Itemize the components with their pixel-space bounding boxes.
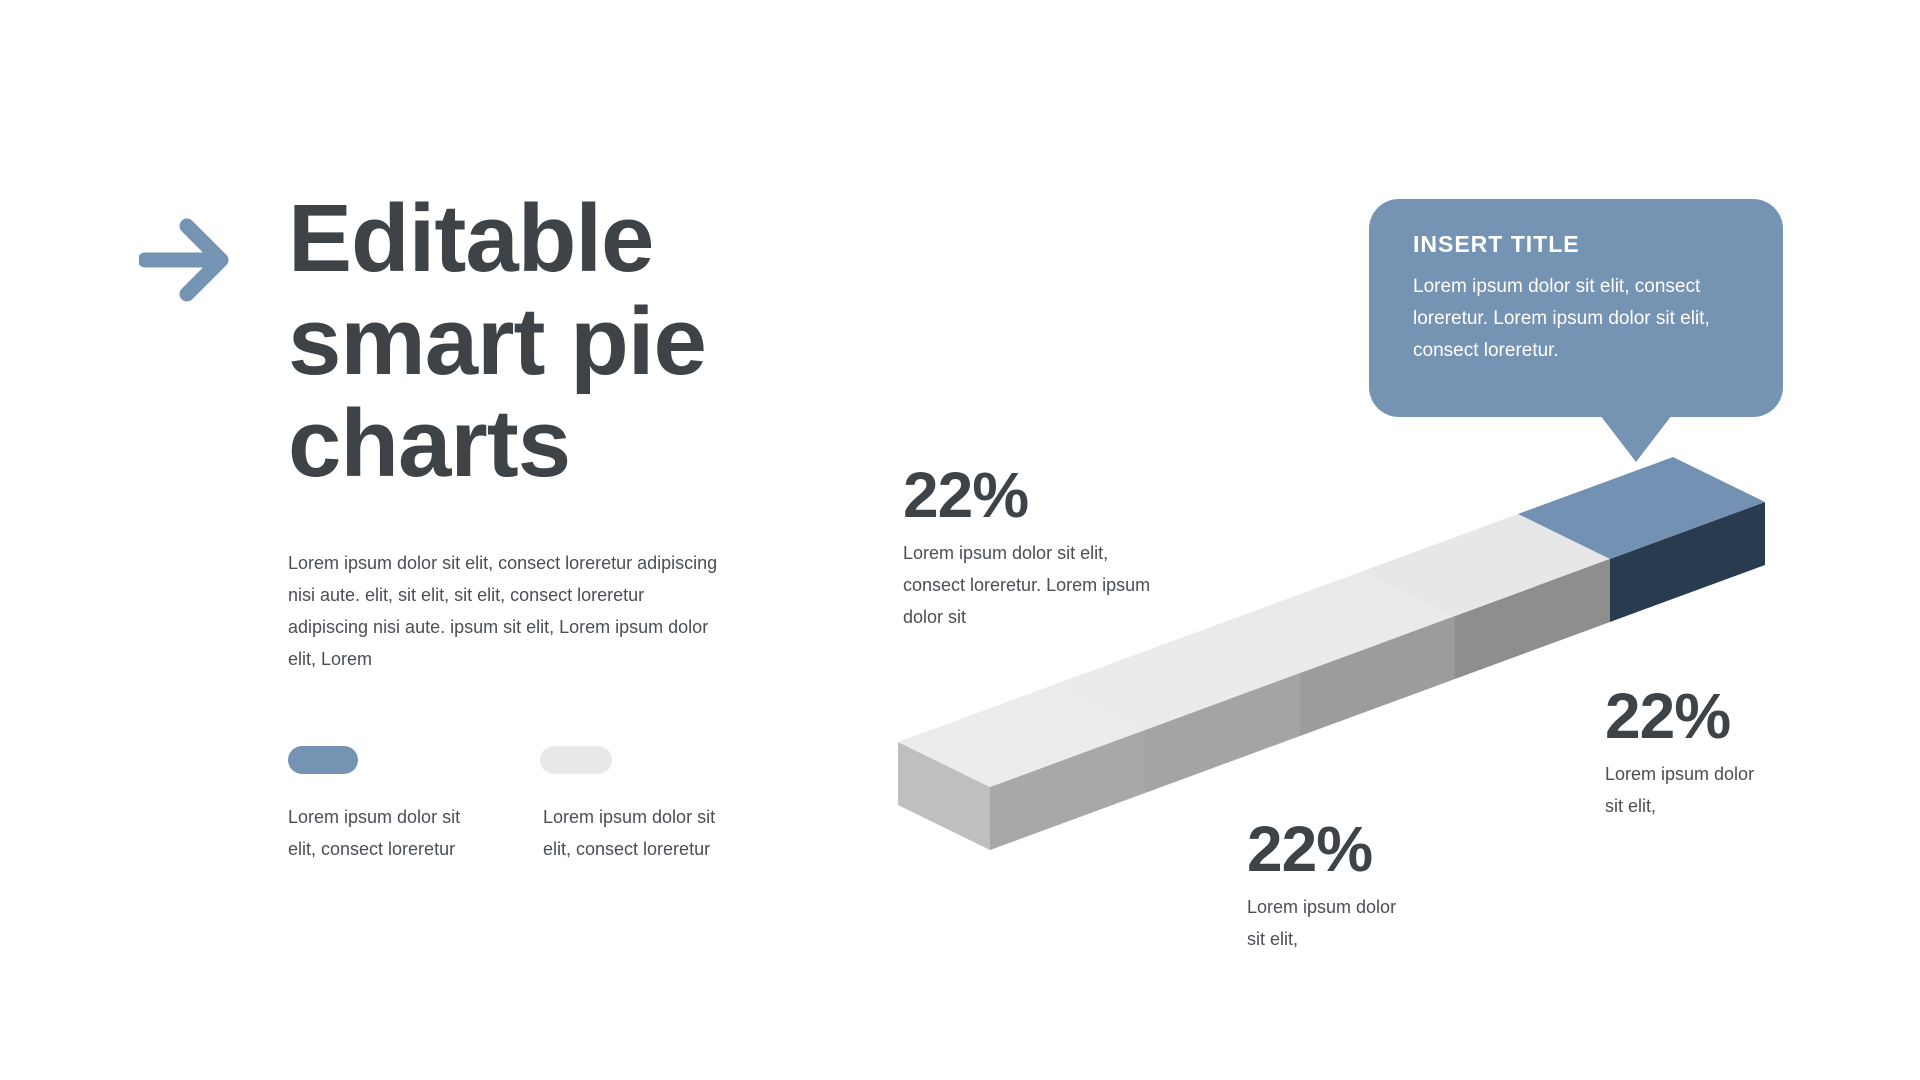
pct-value: 22% — [903, 459, 1029, 531]
chart-step-1 — [898, 685, 1145, 850]
pct-description: Lorem ipsum dolor sit elit, — [1247, 897, 1397, 950]
legend-swatch-blue — [288, 746, 358, 774]
legend-swatch-gray — [540, 746, 612, 774]
callout-title: INSERT TITLE — [1413, 231, 1580, 257]
legend-item-blue-text: Lorem ipsum dolor sit elit, consect lore… — [288, 807, 461, 859]
callout-bubble: INSERT TITLE Lorem ipsum dolor sit elit,… — [1369, 199, 1783, 417]
callout-body: Lorem ipsum dolor sit elit, consect lore… — [1413, 275, 1710, 361]
legend-item-gray-text: Lorem ipsum dolor sit elit, consect lore… — [543, 807, 716, 859]
pct-label-step-3: 22% Lorem ipsum dolor sit elit, — [1247, 813, 1397, 955]
callout-tail-pointer — [1600, 415, 1672, 462]
pct-label-step-5: 22% Lorem ipsum dolor sit elit, — [1605, 680, 1755, 822]
intro-paragraph: Lorem ipsum dolor sit elit, consect lore… — [288, 553, 718, 669]
pct-description: Lorem ipsum dolor sit elit, consect lore… — [903, 543, 1151, 628]
pct-value: 22% — [1605, 680, 1731, 752]
pct-label-step-1: 22% Lorem ipsum dolor sit elit, consect … — [903, 459, 1161, 633]
pct-value: 22% — [1247, 813, 1373, 885]
arrow-right-icon — [137, 216, 239, 304]
pct-description: Lorem ipsum dolor sit elit, — [1605, 764, 1755, 817]
page-title: Editable smart pie charts — [288, 185, 707, 498]
